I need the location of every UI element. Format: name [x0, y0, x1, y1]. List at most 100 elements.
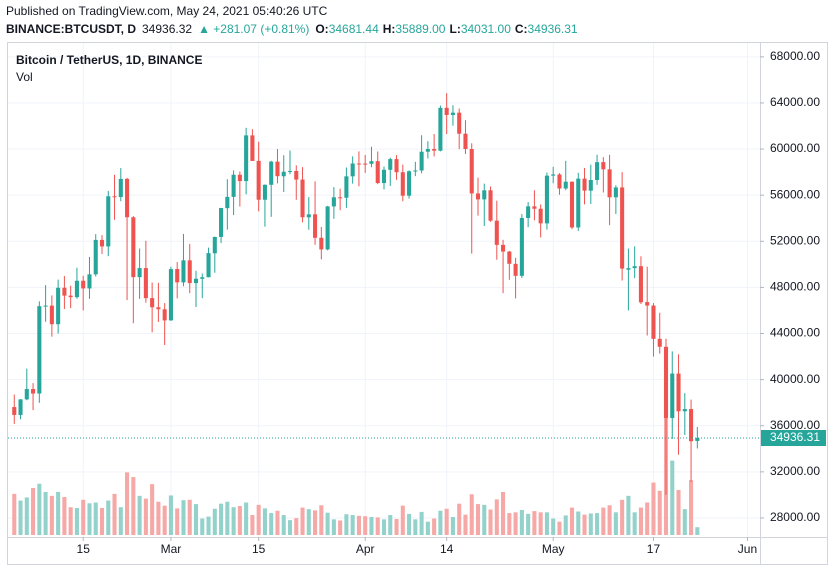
- volume-bar: [49, 495, 54, 535]
- candle-body: [613, 187, 618, 198]
- volume-bar: [582, 514, 587, 535]
- volume-bar: [488, 509, 493, 535]
- volume-bar: [206, 516, 211, 535]
- volume-bar: [269, 513, 274, 535]
- candle-body: [231, 174, 236, 197]
- volume-bar: [325, 512, 330, 535]
- volume-bar: [394, 518, 399, 535]
- candle-body: [432, 148, 437, 151]
- volume-bar: [676, 489, 681, 535]
- volume-bar: [526, 513, 531, 535]
- candle-body: [419, 151, 424, 171]
- ohlc-value: 34936.31: [528, 22, 578, 36]
- volume-bar: [438, 510, 443, 535]
- candle-body: [250, 135, 255, 161]
- frame: [7, 42, 828, 565]
- volume-bar: [563, 515, 568, 535]
- volume-bar: [281, 515, 286, 535]
- volume-bar: [632, 512, 637, 535]
- volume-bar: [651, 482, 656, 535]
- candle-body: [363, 163, 368, 165]
- candle-body: [645, 302, 650, 306]
- volume-bar: [200, 518, 205, 535]
- volume-bar: [31, 488, 36, 535]
- candle-body: [12, 407, 17, 415]
- volume-bar: [56, 491, 61, 535]
- candle-body: [513, 263, 518, 276]
- volume-bar: [363, 516, 368, 535]
- candle-body: [469, 148, 474, 194]
- volume-bar: [99, 507, 105, 535]
- candle-body: [168, 269, 173, 321]
- volume-bar: [225, 501, 230, 535]
- candle-body: [106, 196, 111, 247]
- x-tick-label: 15: [77, 542, 91, 556]
- volume-bar: [262, 508, 267, 535]
- candle-body: [287, 170, 293, 172]
- candle-body: [488, 190, 493, 221]
- volume-bar: [375, 517, 380, 535]
- candle-body: [350, 163, 355, 177]
- y-tick-label: 48000.00: [770, 280, 820, 294]
- volume-bar: [695, 527, 700, 535]
- volume-bar: [338, 520, 343, 535]
- volume-bar: [250, 515, 255, 535]
- candle-body: [557, 174, 562, 189]
- y-tick-label: 64000.00: [770, 95, 820, 109]
- y-tick-label: 40000.00: [770, 372, 820, 386]
- volume-bar: [388, 515, 393, 535]
- candle-body: [638, 266, 643, 303]
- candle-body: [187, 260, 192, 284]
- volume-bar: [244, 502, 249, 535]
- volume-bar: [143, 498, 148, 535]
- last-price-box: [761, 430, 826, 447]
- volume-bar: [131, 477, 136, 535]
- candle-body: [193, 278, 199, 284]
- volume-bar: [319, 505, 324, 535]
- candle-body: [475, 193, 481, 200]
- candle-body: [450, 112, 455, 115]
- candle-body: [507, 251, 512, 264]
- candle-body: [162, 309, 167, 321]
- volume-bar: [494, 499, 499, 535]
- candle-body: [689, 409, 694, 442]
- volume-bar: [638, 507, 643, 535]
- volume-bar: [344, 514, 349, 535]
- ohlc-key: C:: [515, 22, 528, 36]
- volume-bar: [18, 500, 23, 535]
- volume-bar: [93, 502, 98, 535]
- candle-body: [49, 305, 54, 325]
- volume-bar: [444, 508, 449, 535]
- candle-body: [595, 162, 600, 181]
- volume-bar: [469, 494, 474, 535]
- volume-bar: [419, 511, 424, 535]
- candle-body: [413, 170, 418, 172]
- candle-body: [563, 181, 568, 189]
- volume-bar: [551, 518, 556, 535]
- volume-bar: [501, 491, 506, 535]
- volume-bar: [294, 518, 299, 535]
- candle-body: [375, 161, 380, 184]
- volume-bar: [168, 495, 173, 535]
- volume-bar: [37, 483, 42, 535]
- x-tick-label: 17: [647, 542, 661, 556]
- volume-bar: [689, 480, 694, 535]
- volume-bar: [62, 497, 67, 535]
- candle-body: [31, 389, 36, 394]
- change: ▲ +281.07 (+0.81%): [198, 22, 309, 36]
- y-tick-label: 68000.00: [770, 49, 820, 63]
- candle-body: [695, 438, 700, 441]
- volume-bar: [331, 519, 336, 535]
- volume-bar: [81, 499, 86, 535]
- volume-bar: [576, 511, 581, 535]
- candle-body: [244, 135, 249, 182]
- candle-body: [519, 217, 524, 276]
- candle-body: [626, 268, 631, 270]
- x-tick-label: 14: [440, 542, 454, 556]
- candle-body: [369, 161, 374, 164]
- volume-bar: [538, 512, 543, 535]
- volume-bar: [275, 510, 280, 535]
- candle-body: [400, 172, 405, 196]
